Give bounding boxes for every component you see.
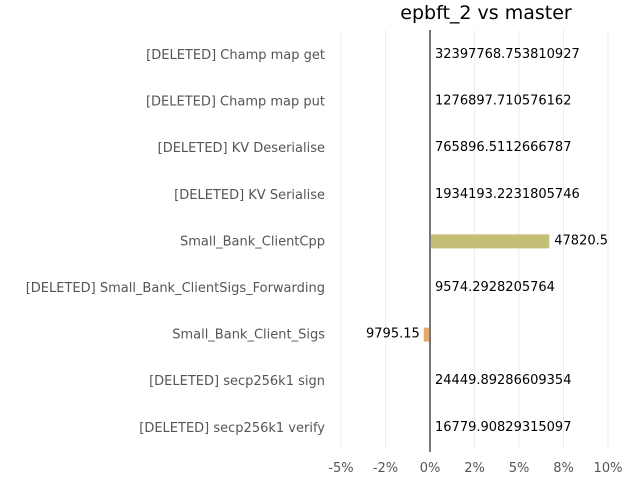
bar-layer <box>423 234 550 342</box>
x-tick-label: 2% <box>464 461 485 476</box>
bar <box>423 327 430 342</box>
category-label: [DELETED] KV Deserialise <box>158 141 325 156</box>
value-label: 24449.89286609354 <box>435 373 571 388</box>
value-label: 47820.5 <box>554 233 608 248</box>
value-label: 9795.15 <box>366 327 420 342</box>
chart-title: epbft_2 vs master <box>400 2 572 24</box>
x-tick-label: -5% <box>328 461 353 476</box>
value-label: 1934193.2231805746 <box>435 187 580 202</box>
category-label: Small_Bank_ClientCpp <box>180 234 325 249</box>
value-label: 32397768.753810927 <box>435 47 580 62</box>
value-label: 765896.5112666787 <box>435 140 571 155</box>
bar <box>430 234 550 249</box>
category-label: [DELETED] Small_Bank_ClientSigs_Forwardi… <box>26 281 325 296</box>
category-label: [DELETED] Champ map put <box>146 95 325 110</box>
category-label: [DELETED] secp256k1 verify <box>139 421 325 436</box>
category-label: [DELETED] secp256k1 sign <box>149 374 325 389</box>
value-label: 16779.90829315097 <box>435 420 571 435</box>
value-label: 9574.2928205764 <box>435 280 555 295</box>
x-tick-label: 5% <box>509 461 530 476</box>
category-label: [DELETED] Champ map get <box>146 48 325 63</box>
x-tick-label: -2% <box>373 461 398 476</box>
x-tick-label: 0% <box>420 461 441 476</box>
category-label: Small_Bank_Client_Sigs <box>172 328 325 343</box>
label-layer: -5% -2% 0% 2% 5% 8% 10% [DELETED] Champ map get… <box>26 47 623 476</box>
x-tick-label: 10% <box>594 461 623 476</box>
value-label: 1276897.710576162 <box>435 94 571 109</box>
category-label: [DELETED] KV Serialise <box>174 188 325 203</box>
x-tick-label: 8% <box>553 461 574 476</box>
